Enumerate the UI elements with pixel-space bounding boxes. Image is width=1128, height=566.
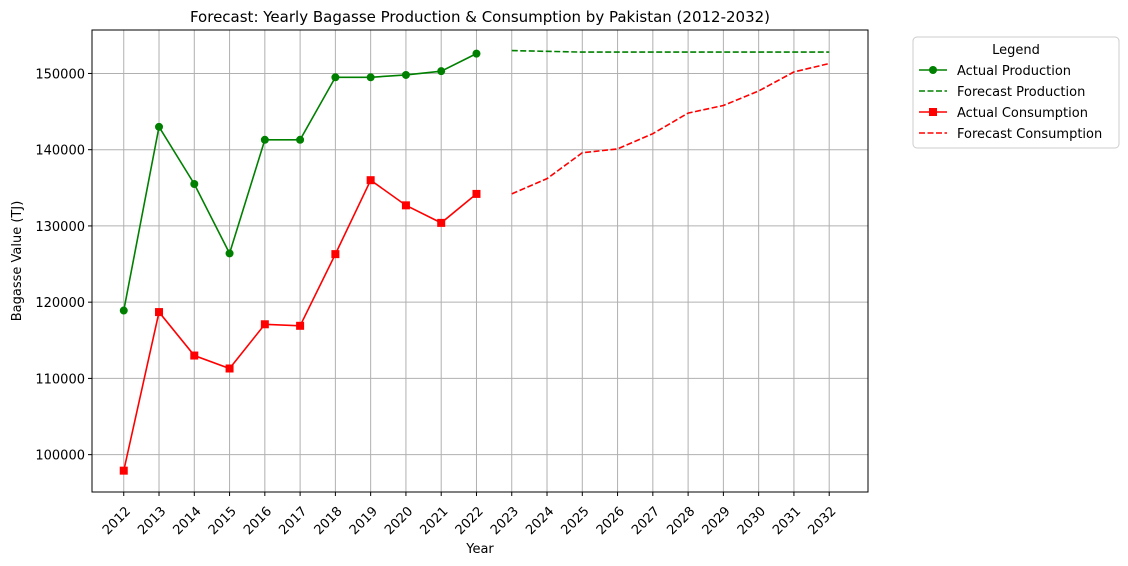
y-tick-label: 110000 xyxy=(35,372,85,387)
actual-consumption-point xyxy=(331,250,340,259)
legend: Legend Actual Production Forecast Product… xyxy=(912,36,1120,149)
actual-production-point xyxy=(260,135,269,144)
actual-production-point xyxy=(401,70,410,79)
y-tick-label: 150000 xyxy=(35,67,85,82)
x-tick-label: 2025 xyxy=(559,504,593,538)
actual-consumption-point xyxy=(155,308,164,317)
actual-consumption-point xyxy=(366,176,375,185)
x-tick-label: 2019 xyxy=(347,504,381,538)
x-tick-label: 2020 xyxy=(382,504,416,538)
x-tick-label: 2022 xyxy=(453,504,487,538)
legend-label-forecast-production: Forecast Production xyxy=(957,85,1085,100)
x-tick-label: 2026 xyxy=(594,504,628,538)
actual-production-point xyxy=(225,249,234,258)
x-tick-label: 2018 xyxy=(312,504,346,538)
legend-box xyxy=(912,36,1120,149)
actual-consumption-point xyxy=(437,218,446,227)
actual-production-point xyxy=(331,73,340,82)
x-tick-label: 2012 xyxy=(100,504,134,538)
y-axis-label: Bagasse Value (TJ) xyxy=(10,201,25,322)
actual-production-point xyxy=(366,73,375,82)
x-tick-label: 2016 xyxy=(241,504,275,538)
x-tick-label: 2029 xyxy=(700,504,734,538)
legend-marker-actual-consumption xyxy=(929,108,937,116)
legend-label-forecast-consumption: Forecast Consumption xyxy=(957,127,1102,142)
actual-consumption-point xyxy=(472,189,481,198)
actual-consumption-point xyxy=(296,321,305,330)
x-tick-label: 2032 xyxy=(805,504,839,538)
forecast-production-line xyxy=(511,49,830,53)
actual-consumption-point xyxy=(190,351,199,360)
legend-label-actual-consumption: Actual Consumption xyxy=(957,106,1088,121)
x-tick-label: 2027 xyxy=(629,504,663,538)
y-tick-label: 130000 xyxy=(35,220,85,235)
actual-production-point xyxy=(190,180,199,188)
chart-title: Forecast: Yearly Bagasse Production & Co… xyxy=(190,8,770,26)
actual-consumption-point xyxy=(401,201,410,210)
x-tick-label: 2021 xyxy=(417,504,451,538)
actual-consumption-point xyxy=(119,466,128,475)
legend-title: Legend xyxy=(992,43,1040,58)
y-tick-label: 140000 xyxy=(35,144,85,159)
x-tick-label: 2031 xyxy=(770,504,804,538)
actual-production-point xyxy=(155,122,164,131)
actual-production-point xyxy=(437,67,446,76)
actual-production-point xyxy=(472,49,481,58)
plot-frame xyxy=(91,29,869,493)
y-axis: 100000 110000 120000 130000 140000 150000 xyxy=(35,67,92,464)
actual-production-point xyxy=(296,135,305,144)
forecast-consumption-line xyxy=(511,62,830,195)
y-tick-label: 100000 xyxy=(35,449,85,464)
x-axis: 2012 2013 2014 2015 2016 2017 2018 2019 2020 2021… xyxy=(100,492,839,538)
legend-marker-actual-production xyxy=(929,66,937,74)
actual-consumption-point xyxy=(260,320,269,329)
actual-consumption-point xyxy=(225,364,234,373)
x-tick-label: 2013 xyxy=(135,504,169,538)
x-tick-label: 2030 xyxy=(735,504,769,538)
x-tick-label: 2015 xyxy=(206,504,240,538)
series-layer xyxy=(119,49,830,475)
x-axis-label: Year xyxy=(465,542,494,557)
x-tick-label: 2028 xyxy=(664,504,698,538)
x-tick-label: 2024 xyxy=(523,504,557,538)
legend-label-actual-production: Actual Production xyxy=(957,64,1071,79)
x-tick-label: 2014 xyxy=(171,504,205,538)
x-tick-label: 2017 xyxy=(276,504,310,538)
actual-production-point xyxy=(119,306,128,315)
x-tick-label: 2023 xyxy=(488,504,522,538)
grid xyxy=(92,30,868,492)
y-tick-label: 120000 xyxy=(35,296,85,311)
